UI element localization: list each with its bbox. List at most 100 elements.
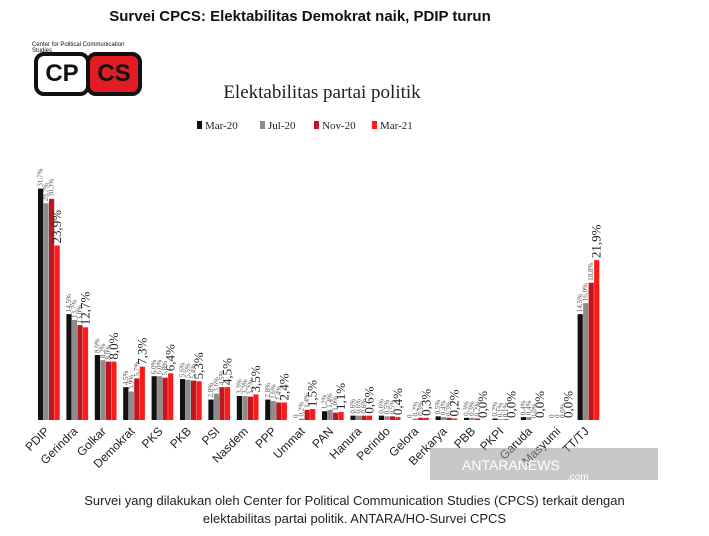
data-label-berkarya-3: 0,3%: [445, 401, 453, 416]
data-label-nasdem-2: 3,3%: [241, 379, 249, 394]
data-label-hanura-1: 0,6%: [349, 399, 357, 414]
legend-label-1: Mar-20: [205, 120, 238, 132]
data-label-ppp-2: 2,6%: [269, 384, 277, 399]
data-label-demokrat-3: 5,7%: [133, 362, 141, 377]
bar-ummat-2: [299, 418, 305, 420]
bar-hanura-4: [366, 415, 373, 420]
data-label-perindo-4: 0,4%: [390, 388, 405, 415]
bar-pkb-2: [185, 379, 191, 420]
bar-pan-4: [338, 411, 344, 420]
data-label-pkpi-2: 0,1%: [497, 403, 505, 418]
bar-berkarya-2: [441, 417, 447, 420]
data-label-ppp-3: 2,4%: [275, 386, 283, 401]
bar-tttj-4: [594, 260, 600, 420]
data-label-gelora-2: 0,2%: [411, 402, 419, 417]
chart-figure: Center for Political Communication Studi…: [22, 40, 662, 485]
bar-garuda-2: [526, 417, 532, 420]
data-label-tttj-1: 14,5%: [576, 294, 584, 312]
data-label-ummat-4: 1,5%: [305, 380, 320, 407]
watermark-suffix: .com: [567, 472, 589, 483]
data-label-garuda-1: 0,4%: [519, 400, 527, 415]
bar-nasdem-4: [253, 394, 259, 420]
bar-ummat-4: [310, 409, 316, 420]
data-label-gelora-1: 0: [406, 414, 414, 418]
data-label-tttj-2: 16,0%: [582, 283, 590, 301]
bar-hanura-2: [355, 415, 362, 420]
data-label-demokrat-4: 7,3%: [134, 337, 149, 364]
data-label-pkpi-3: 0,1%: [502, 403, 510, 418]
category-label-pkb: PKB: [167, 424, 194, 451]
bar-tttj-3: [588, 282, 594, 420]
bar-pks-3: [162, 377, 168, 420]
bar-psi-4: [224, 387, 231, 420]
logo-org-name: Center for Political Communication Studi…: [32, 42, 125, 54]
bar-ppp-4: [281, 402, 287, 420]
data-label-pks-3: 5,8%: [161, 361, 169, 376]
caption-line-1: Survei yang dilakukan oleh Center for Po…: [84, 493, 625, 508]
data-label-pan-4: 1,1%: [333, 383, 348, 410]
bar-pkb-4: [196, 381, 202, 420]
data-label-pkpi-1: 0,2%: [491, 402, 499, 417]
cpcs-logo: Center for Political Communication Studi…: [30, 40, 142, 96]
category-label-psi: PSI: [199, 424, 223, 448]
data-label-berkarya-1: 0,5%: [434, 400, 442, 415]
data-label-masyumi-2: 0: [553, 414, 561, 418]
data-label-masyumi-3: 0,0%: [559, 403, 567, 418]
data-label-pks-2: 6,0%: [156, 359, 164, 374]
legend-swatch-4: [372, 121, 377, 129]
data-label-tttj-4: 21,9%: [589, 224, 604, 258]
data-label-gelora-3: 0,3%: [417, 401, 425, 416]
data-label-pdip-2: 29,7%: [42, 183, 50, 201]
chart-title: Elektabilitas partai politik: [223, 82, 421, 103]
bar-nasdem-2: [242, 395, 248, 420]
caption-line-2: elektabilitas partai politik. ANTARA/HO-…: [202, 511, 507, 526]
bar-pks-1: [151, 376, 157, 420]
data-label-golkar-1: 8,9%: [93, 338, 101, 353]
bar-golkar-2: [100, 360, 106, 420]
bar-hanura-1: [350, 415, 356, 420]
bar-perindo-4: [395, 417, 401, 420]
bar-pks-2: [157, 376, 163, 420]
bar-pks-4: [168, 373, 174, 420]
bar-pan-1: [322, 411, 328, 420]
bar-ummat-3: [304, 409, 310, 420]
data-label-psi-2: 3,6%: [213, 377, 221, 392]
bar-pan-2: [327, 409, 333, 420]
data-label-perindo-2: 0,5%: [383, 400, 391, 415]
data-label-hanura-2: 0,6%: [355, 399, 363, 414]
data-label-pks-1: 6,0%: [150, 359, 158, 374]
data-label-ummat-1: 0: [292, 414, 300, 418]
bar-pkpi-1: [492, 418, 498, 420]
data-label-pbb-1: 0,3%: [463, 401, 471, 416]
legend-label-4: Mar-21: [380, 120, 413, 132]
data-label-gerindra-2: 13,7%: [71, 300, 79, 318]
bar-demokrat-3: [134, 378, 140, 420]
data-label-hanura-3: 0,6%: [360, 399, 368, 414]
data-label-pan-1: 1,2%: [321, 394, 329, 409]
data-label-nasdem-4: 3,5%: [248, 365, 263, 392]
legend-label-3: Nov-20: [322, 120, 356, 132]
bar-gelora-3: [418, 417, 424, 420]
data-label-pkb-2: 5,5%: [184, 363, 192, 378]
bar-nasdem-1: [236, 395, 242, 420]
bar-demokrat-4: [139, 366, 145, 420]
bar-perindo-1: [378, 415, 384, 420]
data-label-demokrat-2: 3,9%: [127, 375, 135, 390]
data-label-demokrat-1: 4,5%: [122, 370, 130, 385]
bar-berkarya-4: [452, 418, 458, 420]
bar-pkpi-3: [503, 419, 509, 420]
bar-pdip-1: [38, 188, 44, 420]
data-label-masyumi-1: 0: [548, 414, 556, 418]
data-label-pbb-4: 0,0%: [475, 391, 490, 418]
bar-pbb-3: [475, 418, 481, 420]
bar-pdip-2: [43, 203, 49, 420]
data-label-pkb-1: 5,6%: [179, 362, 187, 377]
bar-gelora-2: [412, 418, 418, 420]
data-label-gelora-4: 0,3%: [418, 389, 433, 416]
data-label-pan-3: 1,0%: [332, 396, 340, 411]
bar-tttj-2: [583, 303, 589, 420]
legend-swatch-1: [197, 121, 202, 129]
bar-perindo-2: [384, 416, 390, 420]
watermark-text: ANTARANEWS: [462, 457, 560, 473]
bar-gerindra-4: [82, 327, 89, 420]
